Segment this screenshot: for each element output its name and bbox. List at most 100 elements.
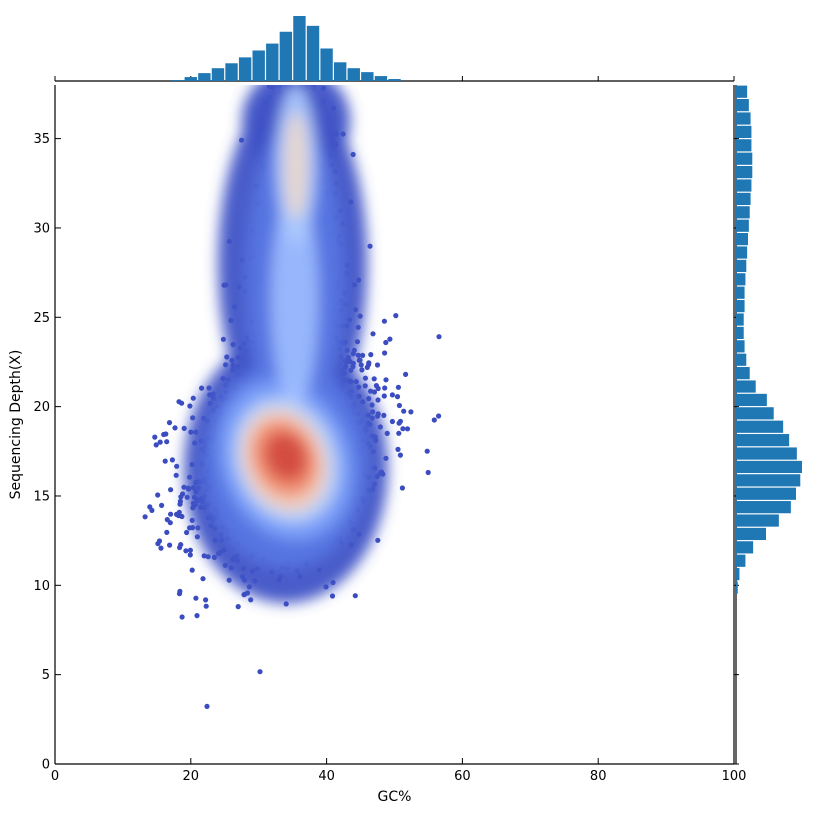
scatter-point [431, 417, 437, 423]
scatter-point [190, 395, 196, 401]
scatter-point [399, 485, 405, 491]
right-hist-bar [736, 581, 738, 594]
right-hist-bar [736, 192, 751, 206]
main-axes: 0 20 40 60 80 100 0 5 10 15 20 25 30 35 [33, 85, 746, 784]
scatter-point [408, 409, 414, 415]
scatter-point [142, 514, 148, 520]
scatter-point [400, 426, 406, 432]
scatter-point [204, 703, 210, 710]
top-hist-bar [171, 80, 184, 81]
right-hist-bar [736, 139, 752, 152]
scatter-point [373, 383, 379, 389]
right-hist-bar [736, 273, 746, 286]
scatter-point [248, 597, 254, 603]
scatter-point [203, 603, 209, 609]
scatter-point [374, 362, 381, 368]
scatter-point [147, 504, 153, 510]
scatter-point [359, 367, 365, 373]
scatter-point [187, 547, 193, 553]
x-axis-title: GC% [378, 789, 412, 805]
y-tick-label: 10 [33, 579, 50, 594]
scatter-point [387, 336, 393, 342]
scatter-point [424, 448, 430, 454]
scatter-point [189, 567, 195, 573]
scatter-point [394, 394, 401, 400]
right-hist-bar [736, 447, 797, 460]
scatter-point [425, 469, 431, 476]
scatter-point [194, 613, 200, 619]
scatter-point [329, 593, 336, 599]
right-hist-bar [736, 420, 784, 433]
top-hist-bar [320, 48, 333, 81]
top-hist-bar [184, 77, 197, 81]
scatter-point [360, 352, 366, 358]
scatter-point [401, 408, 407, 414]
scatter-point [364, 364, 370, 370]
top-hist-bar [374, 76, 388, 81]
scatter-point [357, 357, 363, 363]
scatter-point [168, 511, 174, 517]
right-hist-bar [736, 487, 796, 500]
scatter-point [375, 397, 381, 403]
scatter-point [162, 458, 168, 464]
x-tick-label: 80 [590, 769, 607, 784]
right-hist-bar [736, 407, 774, 420]
scatter-point [371, 376, 377, 382]
scatter-point [396, 430, 402, 436]
scatter-point [157, 439, 163, 445]
right-hist-bar [736, 474, 801, 487]
scatter-point [200, 576, 206, 582]
scatter-point [168, 487, 174, 493]
density-body [184, 85, 388, 604]
scatter-point [177, 501, 183, 507]
scatter-point [155, 492, 161, 498]
scatter-point [174, 511, 180, 517]
y-tick-label: 20 [33, 400, 50, 415]
scatter-point [159, 502, 165, 508]
scatter-point [358, 362, 364, 368]
right-hist-bar [736, 367, 750, 380]
scatter-point [383, 339, 389, 346]
scatter-point [381, 393, 387, 399]
right-hist-bar [736, 353, 747, 366]
right-hist-bar [736, 541, 754, 554]
scatter-point [384, 430, 390, 436]
right-hist-bar [736, 219, 749, 232]
right-hist-bar [736, 393, 767, 407]
top-hist-bar [333, 62, 347, 81]
right-hist-bar [736, 527, 766, 541]
right-hist-bar [736, 125, 752, 139]
scatter-point [167, 520, 173, 526]
scatter-point [370, 331, 376, 337]
top-hist-bar [347, 68, 360, 81]
scatter-point [242, 591, 248, 597]
top-hist-bar [361, 72, 374, 81]
top-hist-bar [238, 57, 252, 81]
scatter-point [397, 452, 403, 458]
scatter-point [371, 389, 377, 395]
scatter-point [235, 604, 241, 610]
scatter-point [203, 597, 209, 603]
scatter-point [187, 552, 193, 558]
right-hist-bar [736, 166, 753, 179]
scatter-point [166, 420, 173, 426]
scatter-point [172, 425, 178, 431]
scatter-point [177, 544, 183, 551]
right-hist-bar [736, 300, 745, 313]
right-hist-bar [736, 460, 802, 474]
scatter-point [368, 352, 374, 358]
top-marginal-histogram [54, 16, 735, 82]
right-hist-bar [736, 152, 753, 165]
x-tick-label: 100 [722, 769, 747, 784]
scatter-point [362, 375, 368, 381]
scatter-point [153, 442, 159, 448]
scatter-point [201, 553, 207, 559]
scatter-point [164, 439, 170, 445]
scatter-point [389, 392, 395, 398]
y-tick-label: 5 [42, 668, 50, 683]
scatter-point [393, 313, 399, 319]
top-hist-bar [252, 50, 265, 81]
x-tick-label: 60 [454, 769, 471, 784]
right-hist-bar [736, 326, 744, 340]
